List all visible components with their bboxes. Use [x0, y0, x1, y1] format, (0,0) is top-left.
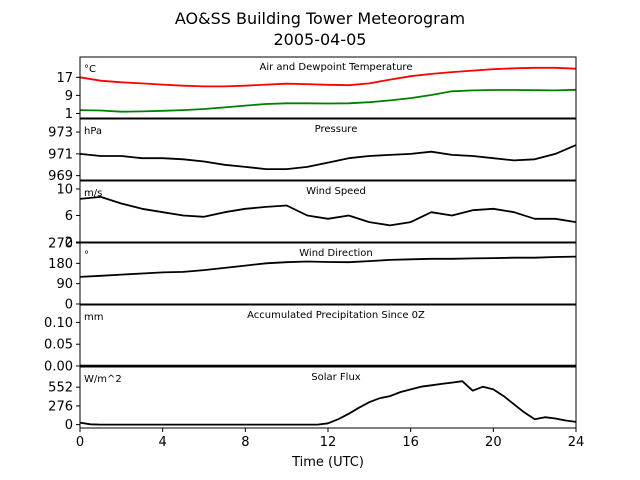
panel-3-y-tick-label: 10	[56, 182, 73, 197]
panel-6-y-tick-label: 276	[48, 399, 73, 414]
panel-3: 2 6 10 m/s Wind Speed	[56, 180, 577, 251]
panel-1-series-1	[79, 66, 577, 88]
panel-1-unit: °C	[84, 64, 96, 75]
x-axis: 0 4 8 12 16 20 24	[76, 428, 584, 450]
panel-5: 0.00 0.05 0.10 mm Accumulated Precipitation …	[44, 304, 577, 375]
panel-4-series-1	[79, 255, 577, 278]
x-tick-label: 4	[159, 435, 167, 450]
panel-6: 0 276 552 W/m^2 Solar Flux	[48, 366, 577, 433]
x-tick-label: 12	[320, 435, 337, 450]
x-tick-label: 24	[568, 435, 585, 450]
figure-title-line1: AO&SS Building Tower Meteorogram	[175, 9, 465, 28]
panel-4-frame	[79, 242, 577, 305]
panel-1-y-tick-label: 9	[65, 89, 73, 104]
panel-5-unit: mm	[84, 312, 103, 323]
panel-4-unit: °	[84, 250, 89, 261]
panel-2-series-1	[79, 144, 577, 171]
panel-1-y-tick-label: 1	[65, 107, 73, 122]
panel-3-y-tick-label: 2	[65, 236, 73, 251]
panel-2-title: Pressure	[315, 124, 358, 135]
panel-2-y-tick-label: 973	[48, 126, 73, 141]
panel-5-title: Accumulated Precipitation Since 0Z	[247, 310, 425, 321]
panel-4-y-tick-label: 180	[48, 257, 73, 272]
chart-panels: 1 9 17 °C Air and Dewpoint Temperature 969 971…	[44, 56, 577, 433]
x-tick-label: 20	[485, 435, 502, 450]
panel-2-unit: hPa	[84, 126, 102, 137]
panel-6-y-tick-label: 0	[65, 418, 73, 433]
panel-2: 969 971 973 hPa Pressure	[48, 118, 577, 184]
panel-4-y-tick-label: 270	[48, 237, 73, 252]
panel-2-y-tick-label: 971	[48, 147, 73, 162]
panel-3-series-1	[79, 195, 577, 227]
panel-1-y-tick-label: 17	[56, 71, 73, 86]
panel-6-unit: W/m^2	[84, 374, 122, 385]
panel-4-y-tick-label: 0	[65, 298, 73, 313]
panel-4-y-tick-label: 90	[56, 277, 73, 292]
panel-1: 1 9 17 °C Air and Dewpoint Temperature	[56, 56, 577, 122]
panel-4-title: Wind Direction	[299, 248, 373, 259]
panel-5-y-tick-label: 0.10	[44, 316, 73, 331]
x-axis-label: Time (UTC)	[291, 455, 364, 470]
x-tick-label: 0	[76, 435, 84, 450]
panel-5-frame	[79, 304, 577, 367]
panel-1-title: Air and Dewpoint Temperature	[260, 62, 413, 73]
panel-5-y-tick-label: 0.00	[44, 360, 73, 375]
panel-3-unit: m/s	[84, 188, 102, 199]
panel-1-frame	[79, 56, 577, 119]
panel-1-series-2	[79, 88, 577, 113]
panel-3-y-tick-label: 6	[65, 209, 73, 224]
panel-3-frame	[79, 180, 577, 243]
panel-6-series-1	[79, 380, 577, 426]
panel-5-y-tick-label: 0.05	[44, 338, 73, 353]
panel-6-y-tick-label: 552	[48, 381, 73, 396]
panel-4: 0 90 180 270 ° Wind Direction	[48, 237, 577, 313]
panel-2-frame	[79, 118, 577, 181]
x-tick-label: 16	[402, 435, 419, 450]
panel-2-y-tick-label: 969	[48, 169, 73, 184]
x-tick-label: 8	[241, 435, 249, 450]
figure-title-line2: 2005-04-05	[274, 30, 367, 49]
panel-6-title: Solar Flux	[311, 372, 361, 383]
panel-3-title: Wind Speed	[306, 186, 366, 197]
